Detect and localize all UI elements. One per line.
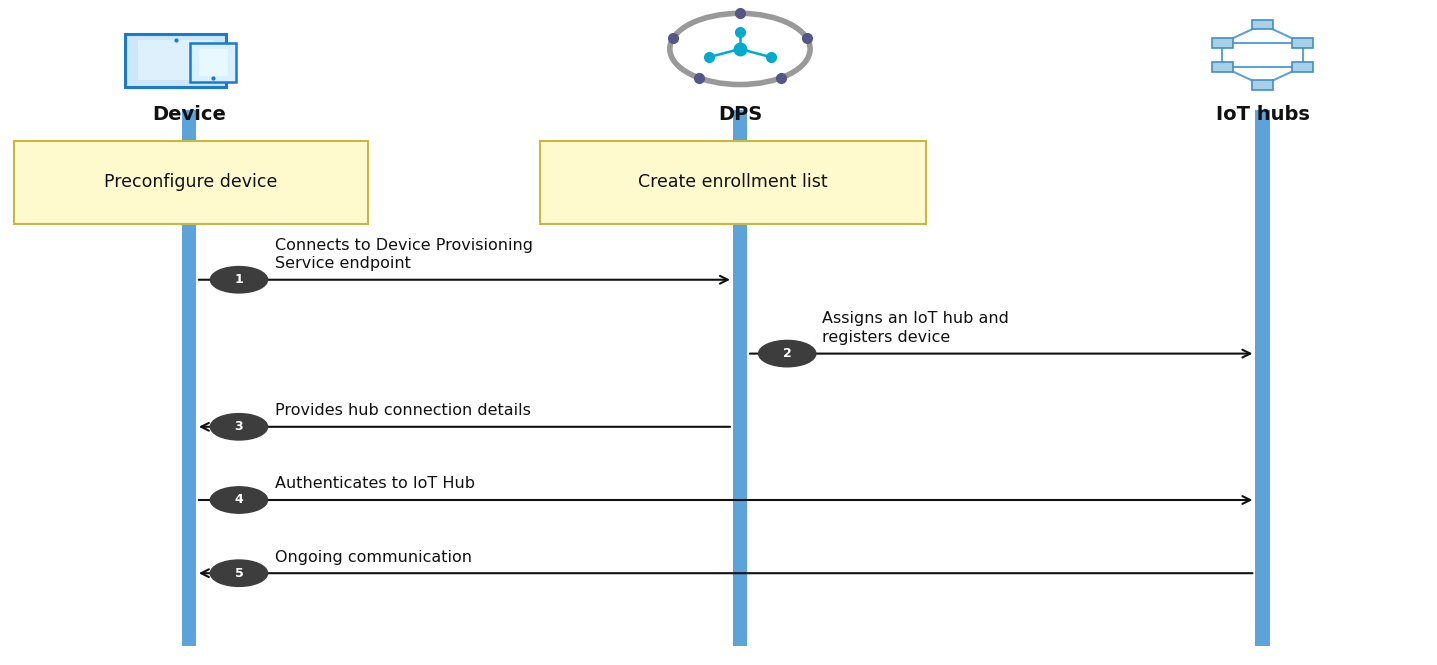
Text: Preconfigure device: Preconfigure device xyxy=(105,174,277,192)
FancyBboxPatch shape xyxy=(1292,62,1313,72)
FancyBboxPatch shape xyxy=(539,141,925,223)
FancyBboxPatch shape xyxy=(1292,38,1313,48)
Text: Ongoing communication: Ongoing communication xyxy=(274,550,471,565)
Circle shape xyxy=(759,340,816,367)
Text: 2: 2 xyxy=(783,347,792,360)
FancyBboxPatch shape xyxy=(14,141,368,223)
Text: Assigns an IoT hub and
registers device: Assigns an IoT hub and registers device xyxy=(822,311,1009,345)
Circle shape xyxy=(210,487,267,513)
FancyBboxPatch shape xyxy=(190,43,236,82)
Text: Create enrollment list: Create enrollment list xyxy=(638,174,828,192)
FancyBboxPatch shape xyxy=(1256,110,1270,646)
FancyBboxPatch shape xyxy=(125,34,226,86)
Circle shape xyxy=(210,414,267,440)
Text: Connects to Device Provisioning
Service endpoint: Connects to Device Provisioning Service … xyxy=(274,237,533,271)
Text: IoT hubs: IoT hubs xyxy=(1216,105,1309,124)
Circle shape xyxy=(210,560,267,587)
FancyBboxPatch shape xyxy=(198,49,227,76)
Text: Device: Device xyxy=(152,105,226,124)
FancyBboxPatch shape xyxy=(1252,80,1273,90)
FancyBboxPatch shape xyxy=(733,110,747,646)
Text: 1: 1 xyxy=(234,273,243,286)
FancyBboxPatch shape xyxy=(1211,62,1233,72)
Text: Provides hub connection details: Provides hub connection details xyxy=(274,403,530,418)
Text: DPS: DPS xyxy=(718,105,762,124)
Text: 3: 3 xyxy=(234,420,243,434)
FancyBboxPatch shape xyxy=(1211,38,1233,48)
FancyBboxPatch shape xyxy=(181,110,195,646)
Text: 5: 5 xyxy=(234,567,243,580)
FancyBboxPatch shape xyxy=(1252,19,1273,29)
Text: 4: 4 xyxy=(234,493,243,507)
FancyBboxPatch shape xyxy=(138,41,213,80)
Text: Authenticates to IoT Hub: Authenticates to IoT Hub xyxy=(274,476,474,491)
Circle shape xyxy=(210,267,267,293)
